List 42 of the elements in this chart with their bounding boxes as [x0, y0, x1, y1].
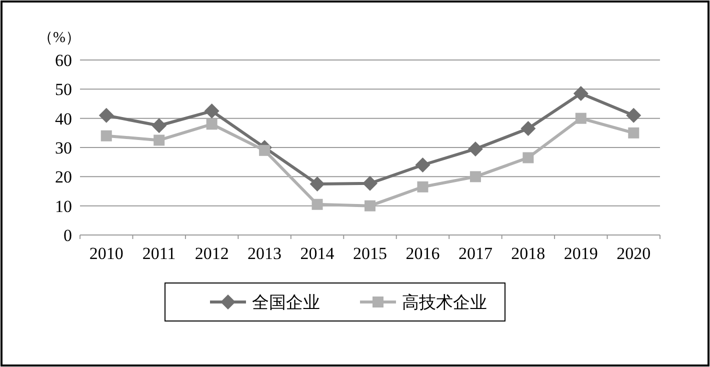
point [520, 121, 536, 136]
point [152, 118, 167, 134]
point [626, 108, 642, 123]
point [417, 181, 428, 192]
point [204, 104, 220, 119]
y-axis-title: （%） [38, 30, 80, 46]
x-tick-label: 2016 [406, 244, 440, 263]
y-tick-label: 0 [64, 226, 72, 245]
x-tick-label: 2017 [458, 244, 493, 263]
x-tick-label: 2019 [564, 244, 598, 263]
y-tick-label: 10 [55, 196, 72, 216]
point [154, 134, 165, 146]
point [100, 130, 112, 142]
point [415, 158, 430, 172]
point [312, 198, 323, 210]
point [575, 112, 586, 124]
y-tick-label: 40 [55, 109, 72, 128]
point [628, 127, 640, 138]
point [206, 118, 218, 130]
x-tick-label: 2018 [511, 244, 546, 263]
y-tick-label: 60 [55, 51, 72, 70]
legend-label: 全国企业 [252, 293, 320, 312]
y-tick-label: 50 [55, 80, 72, 100]
point [98, 108, 114, 123]
x-tick-label: 2011 [142, 244, 176, 263]
point [310, 176, 325, 192]
x-tick-label: 2012 [194, 244, 229, 263]
x-tick-label: 2020 [616, 244, 651, 263]
point [573, 86, 588, 102]
point [470, 171, 481, 182]
point [362, 176, 378, 191]
point [364, 200, 376, 212]
point [522, 152, 534, 164]
x-tick-label: 2015 [353, 244, 387, 263]
y-tick-label: 20 [55, 168, 72, 187]
y-tick-label: 30 [55, 138, 72, 158]
point [468, 141, 483, 156]
point [259, 144, 270, 156]
x-tick-label: 2013 [248, 244, 282, 263]
legend-label: 高技术企业 [402, 293, 487, 312]
x-tick-label: 2014 [300, 244, 335, 263]
x-tick-label: 2010 [89, 244, 124, 263]
